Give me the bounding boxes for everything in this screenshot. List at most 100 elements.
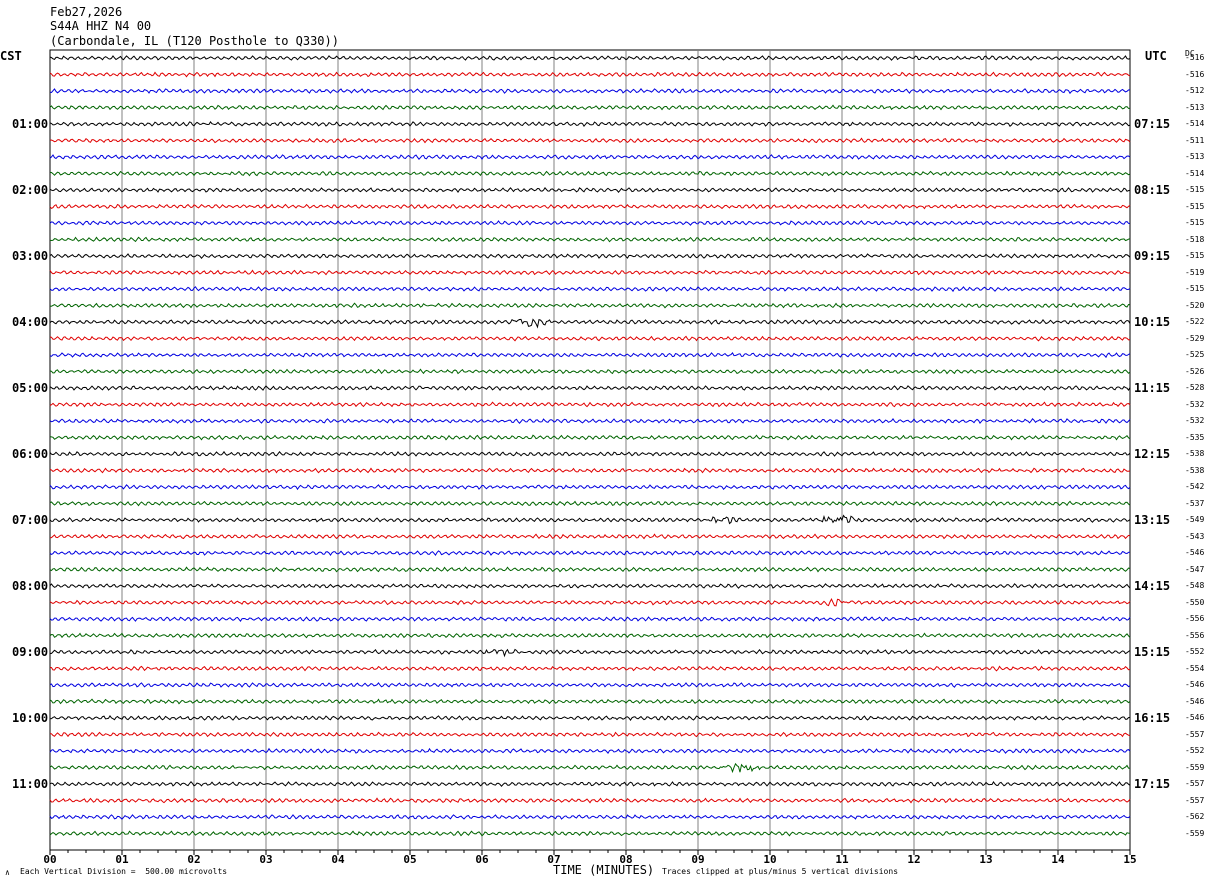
trace-row-34 [49,616,1131,622]
dc-offset-label: -542 [1185,482,1205,491]
trace-row-39 [49,698,1131,705]
x-tick-label: 09 [691,853,704,866]
utc-hour-label: 10:15 [1134,315,1171,329]
x-tick-label: 11 [835,853,849,866]
x-tick-label: 13 [979,853,992,866]
dc-offset-label: -528 [1185,383,1205,392]
utc-hour-label: 12:15 [1134,447,1171,461]
dc-offset-label: -515 [1185,284,1205,293]
dc-offset-label: -529 [1185,333,1205,343]
dc-offset-label: -514 [1185,119,1205,128]
trace-row-22 [49,418,1131,425]
trace-row-7 [49,170,1131,177]
trace-row-27 [49,500,1131,507]
dc-offset-label: -546 [1185,548,1205,557]
dc-offset-label: -557 [1185,795,1205,805]
cst-hour-label: 01:00 [12,117,49,131]
trace-row-42 [49,747,1131,754]
trace-row-3 [49,104,1130,111]
dc-offset-label: -515 [1185,251,1205,260]
x-tick-label: 12 [907,853,920,866]
dc-offset-label: -557 [1185,729,1205,739]
trace-row-11 [49,236,1131,243]
utc-hour-label: 08:15 [1134,183,1171,197]
trace-row-4 [49,121,1131,127]
dc-offset-label: -546 [1185,680,1205,689]
trace-row-19 [49,368,1131,375]
trace-row-43 [49,762,1131,774]
dc-offset-label: -538 [1185,449,1205,458]
trace-row-46 [49,814,1131,820]
trace-row-2 [49,87,1131,95]
dc-offset-label: -515 [1185,201,1205,211]
cst-hour-label: 10:00 [12,711,49,725]
x-tick-label: 10 [763,853,776,866]
dc-offset-label: -516 [1185,69,1205,79]
dc-offset-label: -543 [1185,531,1205,541]
trace-row-30 [49,550,1131,556]
dc-offset-label: -514 [1185,168,1205,178]
utc-zone-label: UTC [1145,49,1167,63]
dc-offset-label: -515 [1185,218,1205,227]
dc-offset-label: -511 [1185,135,1205,145]
dc-offset-label: -538 [1185,465,1205,475]
trace-row-9 [49,203,1131,210]
trace-row-32 [49,583,1131,589]
trace-row-0 [49,55,1131,61]
trace-row-10 [49,220,1131,226]
corner-mark: ∧ [5,868,10,877]
trace-row-13 [49,269,1131,276]
cst-hour-label: 03:00 [12,249,49,263]
dc-offset-label: -537 [1185,498,1205,508]
trace-row-44 [49,780,1131,787]
dc-offset-label: -519 [1185,267,1205,277]
trace-row-35 [49,632,1131,639]
x-tick-label: 05 [403,853,416,866]
dc-offset-label: -513 [1185,152,1205,161]
dc-offset-label: -535 [1185,432,1205,442]
trace-row-40 [49,715,1131,721]
x-tick-label: 04 [331,853,345,866]
cst-hour-label: 09:00 [12,645,49,659]
dc-offset-label: -546 [1185,696,1205,706]
trace-row-17 [49,335,1131,342]
x-axis-title: TIME (MINUTES) [553,863,655,877]
utc-hour-label: 16:15 [1134,711,1171,725]
dc-offset-label: -550 [1185,597,1205,607]
x-tick-label: 03 [259,853,272,866]
dc-offset-label: -547 [1185,564,1205,574]
dc-offset-label: -556 [1185,614,1205,623]
dc-offset-label: -557 [1185,779,1205,788]
dc-offset-label: -532 [1185,416,1205,425]
dc-offset-label: -554 [1185,663,1205,673]
plot-frame [49,49,1131,851]
utc-hour-label: 15:15 [1134,645,1171,659]
dc-offset-label: -515 [1185,185,1205,194]
x-tick-label: 08 [619,853,632,866]
cst-zone-label: CST [0,49,22,63]
trace-row-36 [49,648,1131,658]
trace-row-16 [49,318,1131,329]
trace-row-26 [49,484,1131,491]
trace-row-38 [49,682,1131,688]
x-tick-label: 01 [115,853,129,866]
x-tick-label: 00 [43,853,56,866]
x-tick-label: 07 [547,853,560,866]
cst-hour-label: 06:00 [12,447,49,461]
trace-row-8 [49,186,1131,193]
cst-hour-label: 08:00 [12,579,49,593]
trace-row-23 [49,434,1131,441]
cst-hour-label: 02:00 [12,183,49,197]
cst-hour-label: 04:00 [12,315,49,329]
trace-row-37 [49,665,1131,672]
trace-row-1 [49,71,1131,78]
dc-offset-label: -525 [1185,350,1205,359]
utc-hour-label: 09:15 [1134,249,1171,263]
x-tick-label: 14 [1051,853,1065,866]
clip-note: Traces clipped at plus/minus 5 vertical … [662,867,899,876]
dc-offset-label: -559 [1185,828,1205,838]
trace-row-25 [49,467,1131,474]
trace-row-31 [49,566,1131,573]
trace-row-29 [49,533,1131,540]
utc-hour-label: 11:15 [1134,381,1171,395]
